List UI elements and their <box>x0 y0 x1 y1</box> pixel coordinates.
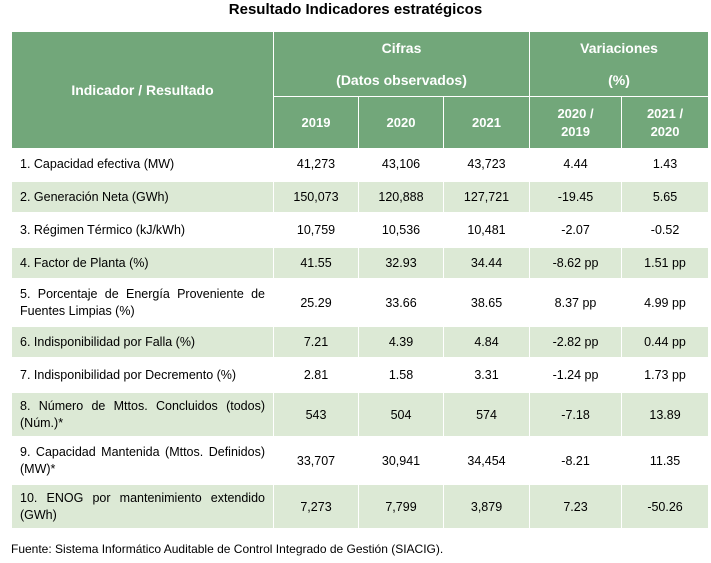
cell-var-2020-2019: -7.18 <box>529 391 623 439</box>
cell-var-2021-2020: 5.65 <box>621 180 710 215</box>
cell-2020: 4.39 <box>358 325 444 360</box>
cell-2019: 2.81 <box>273 358 359 393</box>
table-row: 2. Generación Neta (GWh) 150,073 120,888… <box>11 180 710 215</box>
cell-2020: 10,536 <box>358 213 444 248</box>
cell-2021: 574 <box>442 391 531 439</box>
cell-var-2020-2019: -19.45 <box>529 180 623 215</box>
cell-var-2020-2019: 8.37 pp <box>529 279 623 327</box>
source-note: Fuente: Sistema Informático Auditable de… <box>11 542 444 556</box>
table-row: 7. Indisponibilidad por Decremento (%) 2… <box>11 358 710 393</box>
cell-2020: 33.66 <box>358 279 444 327</box>
row-label: 2. Generación Neta (GWh) <box>11 180 274 215</box>
cell-2021: 38.65 <box>442 279 531 327</box>
row-label: 4. Factor de Planta (%) <box>11 246 274 281</box>
cell-2019: 41.55 <box>273 246 359 281</box>
header-var-2020-2019: 2020 /2019 <box>529 96 623 149</box>
cell-2021: 34,454 <box>442 437 531 485</box>
table-row: 8. Número de Mttos. Concluidos (todos) (… <box>11 391 710 439</box>
table-row: 10. ENOG por mantenimiento extendido (GW… <box>11 483 710 531</box>
cell-2021: 127,721 <box>442 180 531 215</box>
table-row: 4. Factor de Planta (%) 41.55 32.93 34.4… <box>11 246 710 281</box>
header-year-2020: 2020 <box>358 96 444 149</box>
row-label: 1. Capacidad efectiva (MW) <box>11 148 274 182</box>
row-label: 8. Número de Mttos. Concluidos (todos) (… <box>11 391 274 439</box>
cell-var-2021-2020: -0.52 <box>621 213 710 248</box>
cell-var-2020-2019: -8.21 <box>529 437 623 485</box>
cell-var-2020-2019: -2.82 pp <box>529 325 623 360</box>
cell-2019: 33,707 <box>273 437 359 485</box>
header-year-2019: 2019 <box>273 96 359 149</box>
row-label: 5. Porcentaje de Energía Proveniente de … <box>11 279 274 327</box>
cell-var-2021-2020: 13.89 <box>621 391 710 439</box>
cell-2021: 34.44 <box>442 246 531 281</box>
cell-2019: 25.29 <box>273 279 359 327</box>
cell-var-2021-2020: 1.51 pp <box>621 246 710 281</box>
cell-2021: 3,879 <box>442 483 531 531</box>
cell-var-2021-2020: -50.26 <box>621 483 710 531</box>
header-variaciones: Variaciones (%) <box>529 31 710 97</box>
cell-2021: 3.31 <box>442 358 531 393</box>
cell-var-2021-2020: 1.73 pp <box>621 358 710 393</box>
cell-2019: 41,273 <box>273 148 359 182</box>
cell-var-2020-2019: 7.23 <box>529 483 623 531</box>
cell-2021: 43,723 <box>442 148 531 182</box>
cell-var-2020-2019: -1.24 pp <box>529 358 623 393</box>
indicators-table: Indicador / Resultado Cifras (Datos obse… <box>11 31 710 531</box>
cell-2021: 4.84 <box>442 325 531 360</box>
cell-2020: 43,106 <box>358 148 444 182</box>
table-row: 6. Indisponibilidad por Falla (%) 7.21 4… <box>11 325 710 360</box>
cell-2020: 30,941 <box>358 437 444 485</box>
table-row: 3. Régimen Térmico (kJ/kWh) 10,759 10,53… <box>11 213 710 248</box>
cell-var-2021-2020: 1.43 <box>621 148 710 182</box>
cell-2019: 10,759 <box>273 213 359 248</box>
cell-2020: 32.93 <box>358 246 444 281</box>
cell-2021: 10,481 <box>442 213 531 248</box>
row-label: 6. Indisponibilidad por Falla (%) <box>11 325 274 360</box>
table-row: 5. Porcentaje de Energía Proveniente de … <box>11 279 710 327</box>
cell-var-2021-2020: 4.99 pp <box>621 279 710 327</box>
cell-var-2021-2020: 0.44 pp <box>621 325 710 360</box>
table-row: 9. Capacidad Mantenida (Mttos. Definidos… <box>11 437 710 485</box>
cell-var-2020-2019: -2.07 <box>529 213 623 248</box>
cell-2020: 1.58 <box>358 358 444 393</box>
row-label: 9. Capacidad Mantenida (Mttos. Definidos… <box>11 437 274 485</box>
cell-2019: 7,273 <box>273 483 359 531</box>
header-indicator: Indicador / Resultado <box>11 31 274 149</box>
cell-2020: 120,888 <box>358 180 444 215</box>
header-year-2021: 2021 <box>442 96 531 149</box>
row-label: 7. Indisponibilidad por Decremento (%) <box>11 358 274 393</box>
header-var-2021-2020: 2021 /2020 <box>621 96 710 149</box>
table-title: Resultado Indicadores estratégicos <box>228 1 483 18</box>
header-cifras: Cifras (Datos observados) <box>272 31 531 97</box>
row-label: 3. Régimen Térmico (kJ/kWh) <box>11 213 274 248</box>
cell-2020: 7,799 <box>358 483 444 531</box>
cell-2019: 150,073 <box>273 180 359 215</box>
cell-var-2020-2019: -8.62 pp <box>529 246 623 281</box>
cell-2019: 7.21 <box>273 325 359 360</box>
cell-2020: 504 <box>358 391 444 439</box>
cell-2019: 543 <box>273 391 359 439</box>
table-row: 1. Capacidad efectiva (MW) 41,273 43,106… <box>11 148 710 182</box>
cell-var-2021-2020: 11.35 <box>621 437 710 485</box>
row-label: 10. ENOG por mantenimiento extendido (GW… <box>11 483 274 531</box>
cell-var-2020-2019: 4.44 <box>529 148 623 182</box>
